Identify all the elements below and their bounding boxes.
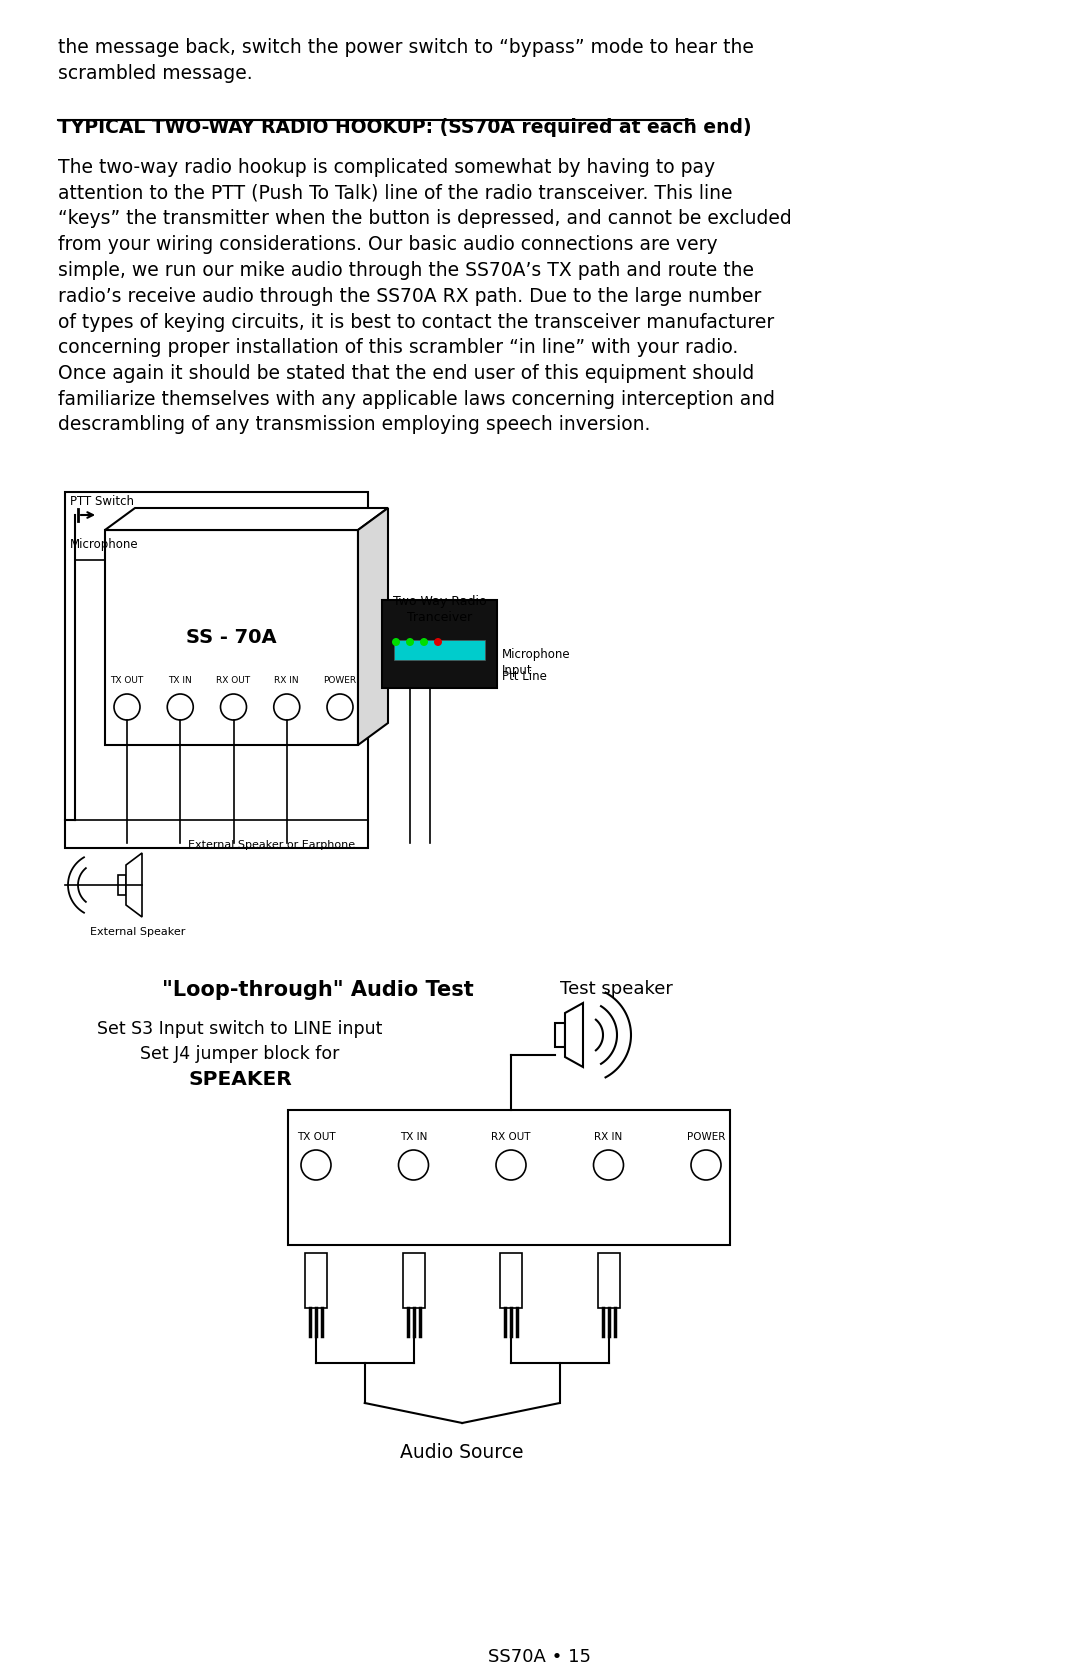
Polygon shape	[105, 507, 388, 531]
Text: External Speaker or Earphone: External Speaker or Earphone	[188, 840, 355, 850]
FancyBboxPatch shape	[288, 1110, 730, 1245]
Polygon shape	[126, 853, 141, 916]
FancyBboxPatch shape	[382, 599, 497, 688]
Text: Set J4 jumper block for: Set J4 jumper block for	[140, 1045, 340, 1063]
Text: Two Way Radio
Tranceiver: Two Way Radio Tranceiver	[393, 596, 486, 624]
Text: Set S3 Input switch to LINE input: Set S3 Input switch to LINE input	[97, 1020, 382, 1038]
FancyBboxPatch shape	[394, 639, 485, 659]
Text: the message back, switch the power switch to “bypass” mode to hear the
scrambled: the message back, switch the power switc…	[58, 38, 754, 83]
Circle shape	[406, 638, 414, 646]
Text: "Loop-through" Audio Test: "Loop-through" Audio Test	[162, 980, 474, 1000]
Text: Microphone: Microphone	[70, 537, 138, 551]
FancyBboxPatch shape	[305, 1253, 327, 1308]
Polygon shape	[357, 507, 388, 744]
Text: SS - 70A: SS - 70A	[186, 628, 276, 648]
Circle shape	[327, 694, 353, 719]
Polygon shape	[118, 875, 126, 895]
Polygon shape	[565, 1003, 583, 1066]
Text: SS70A • 15: SS70A • 15	[488, 1647, 592, 1666]
Circle shape	[691, 1150, 721, 1180]
Text: PTT Switch: PTT Switch	[70, 496, 134, 507]
Circle shape	[301, 1150, 330, 1180]
Text: RX OUT: RX OUT	[491, 1132, 530, 1142]
Text: SPEAKER: SPEAKER	[188, 1070, 292, 1088]
Text: RX IN: RX IN	[594, 1132, 623, 1142]
Circle shape	[220, 694, 246, 719]
Text: RX IN: RX IN	[274, 676, 299, 684]
Text: POWER: POWER	[323, 676, 356, 684]
Text: The two-way radio hookup is complicated somewhat by having to pay
attention to t: The two-way radio hookup is complicated …	[58, 159, 792, 434]
Text: TX OUT: TX OUT	[297, 1132, 335, 1142]
FancyBboxPatch shape	[403, 1253, 424, 1308]
Text: Microphone
Input: Microphone Input	[502, 648, 570, 678]
Circle shape	[114, 694, 140, 719]
Circle shape	[167, 694, 193, 719]
Circle shape	[496, 1150, 526, 1180]
Text: Test speaker: Test speaker	[561, 980, 673, 998]
Circle shape	[392, 638, 400, 646]
Circle shape	[434, 638, 442, 646]
Circle shape	[420, 638, 428, 646]
FancyBboxPatch shape	[597, 1253, 620, 1308]
FancyBboxPatch shape	[500, 1253, 522, 1308]
Circle shape	[594, 1150, 623, 1180]
Circle shape	[273, 694, 300, 719]
Text: TYPICAL TWO-WAY RADIO HOOKUP: (SS70A required at each end): TYPICAL TWO-WAY RADIO HOOKUP: (SS70A req…	[58, 118, 752, 137]
Text: TX OUT: TX OUT	[110, 676, 144, 684]
Text: RX OUT: RX OUT	[216, 676, 251, 684]
Circle shape	[399, 1150, 429, 1180]
Text: TX IN: TX IN	[168, 676, 192, 684]
Text: Audio Source: Audio Source	[401, 1444, 524, 1462]
Text: External Speaker: External Speaker	[90, 926, 186, 936]
Text: TX IN: TX IN	[400, 1132, 428, 1142]
Polygon shape	[555, 1023, 565, 1046]
Text: POWER: POWER	[687, 1132, 725, 1142]
FancyBboxPatch shape	[105, 531, 357, 744]
Text: Ptt Line: Ptt Line	[502, 669, 546, 683]
